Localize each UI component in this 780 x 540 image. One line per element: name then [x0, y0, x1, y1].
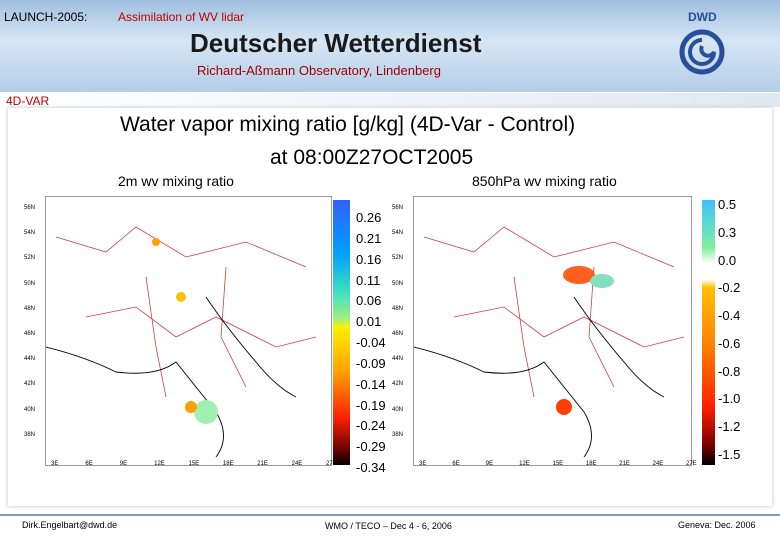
lat-label: 40N	[24, 406, 36, 413]
colorbar-label: -0.29	[356, 439, 386, 455]
lon-label: 15E	[552, 461, 564, 467]
section-bar	[0, 93, 780, 107]
lon-label: 21E	[257, 461, 268, 467]
logo	[679, 29, 725, 75]
lon-label: 18E	[585, 461, 597, 467]
footer-line	[0, 514, 780, 516]
lat-label: 48N	[392, 305, 404, 312]
lon-label: 21E	[619, 461, 630, 467]
lon-label: 27E	[686, 461, 697, 467]
figure-subtitle: at 08:00Z27OCT2005	[270, 146, 474, 169]
footer-right: Geneva: Dec. 2006	[678, 520, 756, 530]
header-background	[0, 0, 780, 92]
colorbar-label: 0.26	[356, 210, 382, 225]
colorbar	[702, 200, 715, 465]
footer-center: WMO / TECO – Dec 4 - 6, 2006	[325, 521, 452, 531]
colorbar-label: -0.6	[718, 335, 741, 351]
map	[45, 196, 332, 466]
lon-label: 27E	[326, 461, 337, 467]
header-organisation: Deutscher Wetterdienst	[190, 28, 482, 58]
lon-label: 18E	[222, 461, 234, 467]
lat-label: 40N	[392, 406, 404, 413]
lat-label: 42N	[392, 381, 404, 388]
panel-title: 850hPa wv mixing ratio	[472, 173, 617, 189]
lon-label: 6E	[85, 461, 93, 467]
lon-label: 3E	[51, 461, 59, 467]
colorbar-label: 0.21	[356, 230, 382, 246]
colorbar	[333, 200, 350, 465]
lon-label: 15E	[188, 461, 200, 467]
lat-label: 54N	[24, 230, 36, 237]
lat-label: 38N	[24, 431, 36, 438]
colorbar-label: -1.2	[718, 419, 741, 435]
colorbar-label: -0.09	[356, 355, 386, 371]
lat-label: 44N	[24, 356, 36, 363]
lon-label: 24E	[652, 461, 664, 467]
lat-label: 44N	[392, 356, 404, 363]
figure-title: Water vapor mixing ratio [g/kg] (4D-Var …	[120, 113, 576, 136]
colorbar-label: 0.0	[718, 252, 737, 268]
lat-label: 52N	[392, 255, 404, 262]
logo-text: DWD	[688, 10, 717, 24]
colorbar-label: -0.2	[718, 280, 741, 296]
colorbar-label: -0.8	[718, 363, 741, 379]
colorbar-label: -0.24	[356, 418, 386, 434]
lat-label: 50N	[392, 280, 404, 287]
colorbar-label: 0.01	[356, 314, 382, 330]
lat-label: 52N	[24, 255, 36, 262]
lon-label: 24E	[291, 461, 303, 467]
section-label: 4D-VAR	[6, 94, 50, 108]
colorbar-label: -0.14	[356, 376, 386, 392]
lat-label: 56N	[392, 205, 404, 211]
lon-label: 9E	[485, 461, 494, 467]
lat-label: 48N	[24, 305, 36, 312]
colorbar-label: -0.34	[356, 460, 386, 475]
lon-label: 12E	[154, 461, 165, 467]
colorbar-label: -0.04	[356, 335, 386, 350]
colorbar-label: 0.06	[356, 293, 382, 309]
lat-label: 54N	[392, 230, 404, 237]
lat-label: 50N	[24, 280, 36, 287]
header-event: LAUNCH-2005:	[4, 10, 88, 24]
lon-label: 12E	[519, 461, 530, 467]
lat-label: 46N	[24, 331, 36, 337]
lat-label: 56N	[24, 205, 36, 211]
map-drawing	[414, 226, 685, 458]
lat-label: 42N	[24, 381, 36, 388]
header-subject: Assimilation of WV lidar	[118, 10, 245, 24]
footer-left: Dirk.Engelbart@dwd.de	[22, 520, 118, 530]
colorbar-label: 0.5	[718, 197, 737, 212]
lon-label: 9E	[119, 461, 128, 467]
colorbar-label: 0.3	[718, 224, 737, 240]
lon-label: 6E	[452, 461, 460, 467]
map-drawing	[46, 226, 317, 458]
colorbar-label: -1.5	[718, 447, 741, 462]
colorbar-label: -1.0	[718, 391, 741, 407]
colorbar-label: -0.19	[356, 397, 386, 413]
map	[413, 196, 692, 466]
header-observatory: Richard-Aßmann Observatory, Lindenberg	[197, 63, 441, 78]
lon-label: 3E	[419, 461, 427, 467]
lat-label: 46N	[392, 331, 404, 337]
colorbar-label: 0.11	[356, 272, 381, 288]
lat-label: 38N	[392, 431, 404, 438]
colorbar-label: 0.16	[356, 251, 382, 267]
colorbar-label: -0.4	[718, 308, 741, 324]
panel-title: 2m wv mixing ratio	[118, 173, 234, 189]
